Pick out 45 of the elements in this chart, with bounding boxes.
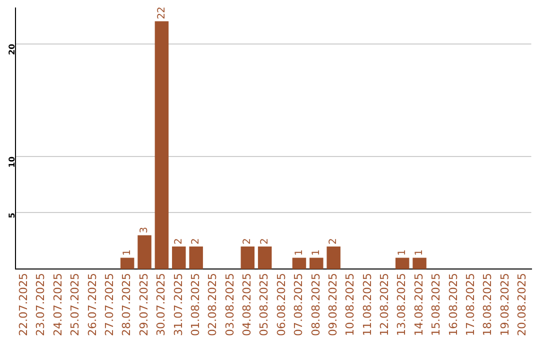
data-label: 1 [414, 249, 426, 256]
data-label: 1 [396, 249, 408, 256]
x-tick-label: 04.08.2025 [240, 273, 254, 336]
y-tick-label: 10 [8, 156, 17, 168]
x-tick-label: 17.08.2025 [464, 273, 477, 336]
x-tick-label: 18.08.2025 [481, 273, 494, 336]
x-tick-label: 02.08.2025 [206, 273, 220, 336]
x-tick-label: 28.07.2025 [120, 273, 134, 336]
x-tick-label: 05.08.2025 [258, 273, 271, 336]
x-tick-label: 12.08.2025 [378, 273, 392, 336]
x-tick-label: 27.07.2025 [102, 273, 116, 336]
x-tick-label: 30.07.2025 [154, 273, 168, 336]
data-label: 1 [294, 249, 305, 256]
x-tick-label: 14.08.2025 [412, 273, 426, 336]
x-tick-label: 03.08.2025 [223, 273, 236, 336]
x-tick-label: 06.08.2025 [274, 273, 288, 336]
data-label: 1 [122, 249, 133, 256]
x-tick-label: 08.08.2025 [309, 273, 322, 336]
data-label: 22 [156, 6, 168, 20]
data-label: 2 [259, 238, 270, 244]
x-tick-label: 01.08.2025 [188, 273, 202, 336]
x-tick-label: 26.07.2025 [86, 273, 99, 336]
x-tick-label: 19.08.2025 [498, 273, 512, 336]
data-label: 2 [190, 238, 202, 244]
y-tick-label: 5 [8, 212, 17, 218]
x-tick-label: 23.07.2025 [34, 273, 48, 336]
y-tick-label: 20 [8, 43, 17, 55]
x-tick-label: 15.08.2025 [430, 273, 443, 336]
x-tick-label: 16.08.2025 [446, 273, 460, 336]
x-tick-label: 10.08.2025 [344, 273, 357, 336]
data-label: 1 [310, 249, 322, 256]
x-tick-label: 22.07.2025 [17, 273, 30, 336]
data-label: 2 [242, 238, 254, 244]
x-tick-label: 25.07.2025 [68, 273, 82, 336]
x-tick-label: 07.08.2025 [292, 273, 306, 336]
x-tick-label: 13.08.2025 [395, 273, 408, 336]
x-tick-label: 09.08.2025 [326, 273, 340, 336]
x-tick-label: 29.07.2025 [137, 273, 150, 336]
x-tick-label: 20.08.2025 [516, 273, 529, 336]
x-tick-label: 31.07.2025 [172, 273, 185, 336]
x-tick-label: 11.08.2025 [360, 273, 374, 336]
data-label: 2 [328, 238, 340, 244]
x-tick-label: 24.07.2025 [51, 273, 64, 336]
data-label: 2 [173, 238, 184, 244]
data-label: 3 [139, 226, 150, 234]
